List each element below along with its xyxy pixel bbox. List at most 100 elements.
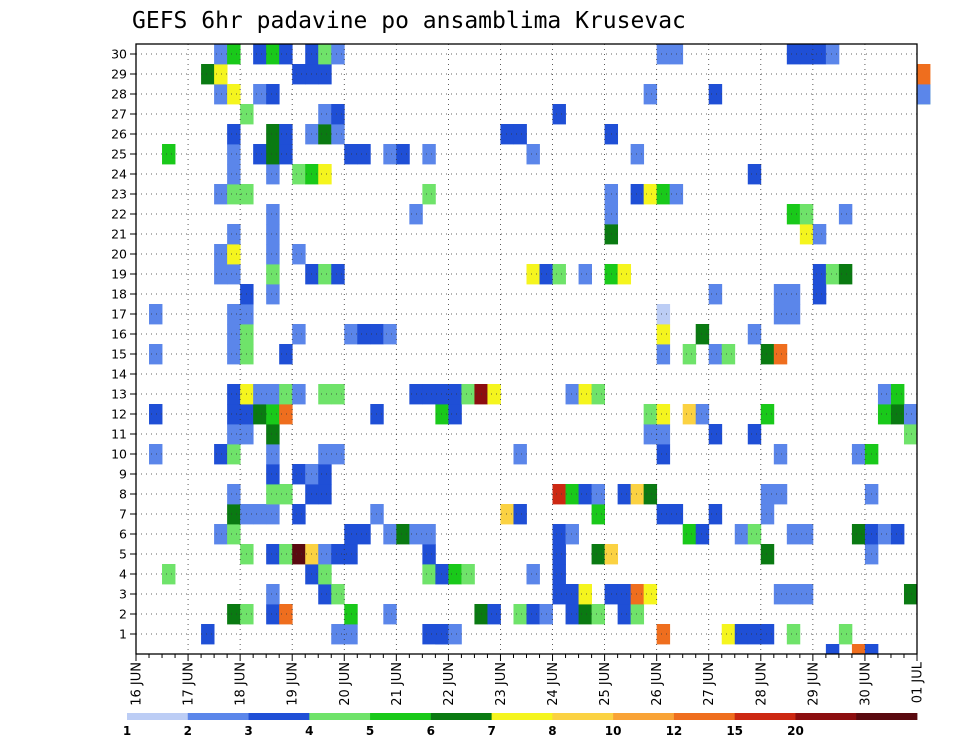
heatmap-cell: [526, 264, 540, 285]
heatmap-cell: [695, 324, 710, 345]
y-tick-label: 15: [111, 347, 127, 362]
heatmap-cell: [578, 484, 592, 505]
heatmap-cell: [721, 344, 736, 365]
heatmap-cell: [279, 604, 293, 625]
heatmap-cell: [630, 184, 645, 205]
heatmap-cell: [292, 384, 306, 405]
heatmap-cell: [266, 464, 280, 485]
heatmap-cell: [318, 484, 332, 505]
heatmap-cell: [266, 604, 280, 625]
heatmap-cell: [565, 384, 579, 405]
heatmap-cell: [422, 184, 436, 205]
y-tick-label: 2: [119, 607, 127, 622]
heatmap-cell: [747, 324, 762, 345]
heatmap-cell: [825, 644, 840, 655]
heatmap-cell: [279, 144, 293, 165]
heatmap-cell: [591, 604, 605, 625]
heatmap-cell: [786, 204, 801, 225]
heatmap-cell: [227, 164, 241, 185]
x-tick-label: 26 JUN: [650, 662, 665, 706]
heatmap-cell: [318, 384, 332, 405]
heatmap-cell: [552, 584, 566, 605]
heatmap-cell: [227, 264, 241, 285]
heatmap-cell: [552, 104, 566, 125]
y-tick-label: 21: [111, 227, 127, 242]
heatmap-cell: [747, 424, 762, 445]
heatmap-cell: [591, 504, 605, 525]
heatmap-cell: [227, 224, 241, 245]
x-tick-label: 28 JUN: [754, 662, 769, 706]
heatmap-cell: [396, 144, 410, 165]
heatmap-cell: [214, 264, 228, 285]
y-tick-label: 20: [111, 247, 127, 262]
heatmap-cell: [695, 524, 710, 545]
heatmap-cell: [227, 404, 241, 425]
heatmap-cell: [552, 484, 566, 505]
colorbar-label: 8: [548, 724, 556, 738]
y-tick-label: 3: [119, 587, 127, 602]
heatmap-cell: [812, 224, 827, 245]
y-tick-label: 29: [111, 67, 127, 82]
heatmap-cell: [565, 484, 579, 505]
heatmap-cell: [279, 384, 293, 405]
x-tick-label: 21 JUN: [390, 662, 405, 706]
heatmap-cell: [214, 524, 228, 545]
heatmap-cell: [903, 424, 918, 445]
y-tick-label: 13: [111, 387, 127, 402]
heatmap-cell: [253, 404, 267, 425]
heatmap-cell: [227, 44, 241, 65]
colorbar-label: 12: [666, 724, 683, 738]
colorbar-swatch: [856, 713, 918, 720]
heatmap-cell: [760, 544, 775, 565]
y-tick-label: 4: [119, 567, 127, 582]
colorbar-swatch: [187, 713, 249, 720]
heatmap-cell: [162, 564, 176, 585]
y-tick-label: 14: [111, 367, 127, 382]
heatmap-cell: [214, 44, 228, 65]
heatmap-cell: [266, 144, 280, 165]
heatmap-cell: [227, 504, 241, 525]
heatmap-cell: [227, 304, 241, 325]
heatmap-cell: [786, 284, 801, 305]
y-tick-label: 16: [111, 327, 127, 342]
heatmap-cell: [435, 384, 449, 405]
heatmap-cell: [227, 484, 241, 505]
colorbar-label: 6: [427, 724, 435, 738]
heatmap-cell: [344, 604, 358, 625]
heatmap-cell: [903, 404, 918, 425]
colorbar-swatch: [309, 713, 371, 720]
colorbar-label: 20: [787, 724, 804, 738]
heatmap-cell: [643, 484, 658, 505]
heatmap-cell: [370, 504, 384, 525]
heatmap-cell: [708, 504, 723, 525]
heatmap-cell: [656, 304, 671, 325]
heatmap-cell: [656, 184, 671, 205]
chart-title: GEFS 6hr padavine po ansamblima Krusevac: [132, 8, 686, 34]
heatmap-cell: [214, 64, 228, 85]
heatmap-cell: [760, 344, 775, 365]
heatmap-cell: [838, 624, 853, 645]
heatmap-cell: [656, 444, 671, 465]
heatmap-cell: [656, 504, 671, 525]
x-tick-label: 18 JUN: [234, 662, 249, 706]
colorbar-swatch: [795, 713, 857, 720]
colorbar: 1 2 3 4 5 6 7 8 10 12 15 20: [123, 713, 918, 738]
heatmap-cell: [227, 84, 241, 105]
heatmap-cell: [370, 324, 384, 345]
heatmap-cell: [760, 404, 775, 425]
heatmap-cell: [786, 524, 801, 545]
heatmap-cell: [786, 584, 801, 605]
heatmap-cell: [331, 584, 345, 605]
y-tick-label: 30: [111, 47, 127, 62]
heatmap-cell: [552, 564, 566, 585]
heatmap-cell: [617, 484, 632, 505]
heatmap-cell: [656, 324, 671, 345]
heatmap-cell: [773, 444, 788, 465]
heatmap-cell: [917, 64, 931, 85]
heatmap-cell: [656, 44, 671, 65]
heatmap-cell: [344, 524, 358, 545]
heatmap-cell: [825, 44, 840, 65]
heatmap-cell: [552, 544, 566, 565]
heatmap-cell: [656, 404, 671, 425]
heatmap-cell: [864, 644, 879, 655]
